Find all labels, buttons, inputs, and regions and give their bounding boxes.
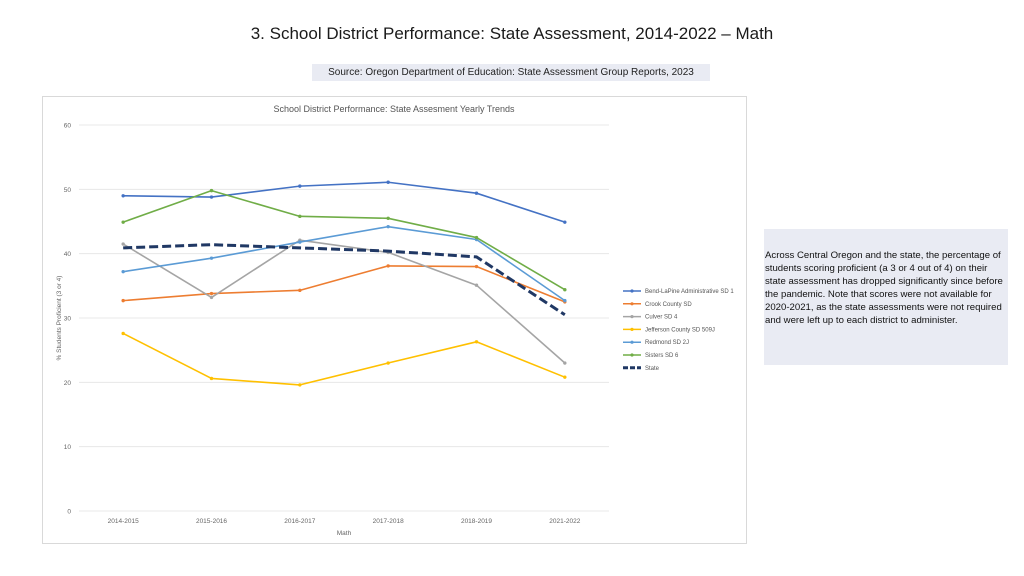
series [121,224,567,303]
series [121,188,567,292]
x-tick-label: 2016-2017 [284,518,315,525]
legend-label: Sisters SD 6 [645,353,679,359]
data-point [298,184,302,188]
data-point [121,298,125,303]
data-point [563,287,567,292]
legend-item: Bend-LaPine Administrative SD 1 [623,289,734,295]
y-tick-label: 10 [64,444,72,451]
data-point [563,375,567,379]
series-line [123,243,566,317]
legend-item: State [623,366,660,372]
data-point [474,191,479,195]
legend-label: Bend-LaPine Administrative SD 1 [645,289,734,295]
data-point [209,376,214,381]
series [121,180,567,224]
series-line [123,181,566,223]
y-axis-ticks: 0 10 20 30 40 50 60 [64,123,72,516]
data-point [209,295,214,300]
data-point [209,188,214,193]
x-tick-label: 2018-2019 [461,518,492,525]
data-point [298,383,302,387]
chart-canvas: School District Performance: State Asses… [56,104,734,537]
data-point [386,264,390,268]
data-point [298,288,302,293]
series-line [122,239,566,364]
y-axis-label: % Students Proficient (3 or 4) [56,276,63,361]
data-point [386,224,390,229]
series-line [123,265,566,303]
legend-item: Jefferson County SD 509J [623,327,715,333]
data-point [121,331,125,336]
data-point [386,216,390,220]
y-tick-label: 50 [64,187,72,194]
data-point [209,256,214,260]
x-tick-label: 2017-2018 [373,518,404,525]
y-tick-label: 60 [64,123,72,130]
data-point [386,180,390,184]
legend-label: Crook County SD [645,302,692,308]
slide-title: 3. School District Performance: State As… [250,24,774,43]
data-point [298,214,302,219]
y-tick-label: 30 [64,316,72,323]
data-point [474,235,479,240]
y-tick-label: 20 [64,380,72,387]
series [121,331,567,387]
legend-label: Jefferson County SD 509J [645,327,715,333]
x-tick-label: 2015-2016 [196,518,227,525]
data-point [474,340,479,344]
series-lines [121,180,567,387]
x-tick-label: 2021-2022 [549,518,580,525]
x-axis-label: Math [337,530,352,537]
data-point [563,220,567,224]
legend-label: Redmond SD 2J [645,340,689,346]
legend-marker [630,315,634,319]
line-chart: School District Performance: State Asses… [42,96,747,544]
gridlines [79,124,609,512]
series-line [122,332,566,386]
legend-item: Crook County SD [623,302,692,308]
series [123,243,566,317]
legend-label: State [645,366,660,372]
data-point [298,240,302,244]
data-point [209,291,214,296]
data-point [563,298,567,303]
data-point [474,264,479,269]
legend-marker [630,289,634,293]
legend-item: Sisters SD 6 [623,353,679,359]
data-point [563,361,567,365]
legend-marker [630,302,634,306]
source-caption: Source: Oregon Department of Education: … [312,64,710,81]
series [121,238,567,365]
legend: Bend-LaPine Administrative SD 1 Crook Cou… [623,289,734,372]
summary-note: Across Central Oregon and the state, the… [764,229,1008,365]
x-tick-label: 2014-2015 [108,518,139,525]
series-line [122,189,566,291]
legend-marker [630,353,634,357]
data-point [121,269,125,274]
series [121,264,567,304]
data-point [121,220,125,224]
series-line [123,225,566,302]
y-tick-label: 0 [67,509,71,516]
legend-marker [630,327,634,331]
data-point [474,283,479,287]
legend-item: Culver SD 4 [623,315,678,321]
data-point [209,195,214,199]
data-point [386,361,390,365]
data-point [121,242,125,246]
y-tick-label: 40 [64,251,72,258]
data-point [121,194,125,198]
chart-title: School District Performance: State Asses… [273,104,515,114]
legend-marker [630,340,634,344]
legend-label: Culver SD 4 [645,315,678,321]
legend-item: Redmond SD 2J [623,340,689,346]
x-axis-ticks: 2014-2015 2015-2016 2016-2017 2017-2018 2018… [108,518,581,525]
